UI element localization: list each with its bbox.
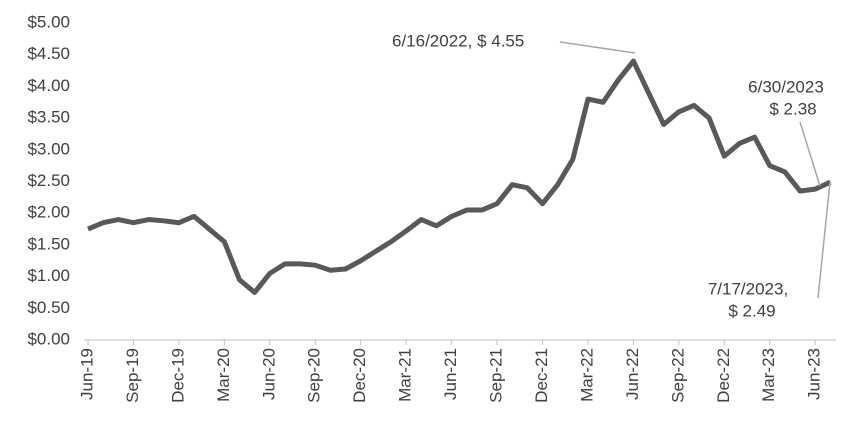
x-tick-label: Jun-23 (805, 348, 824, 400)
y-tick-label: $4.50 (27, 44, 70, 63)
line-series (87, 58, 832, 295)
annotation: $ 2.49 (728, 301, 775, 320)
x-tick-label: Mar-20 (214, 348, 233, 402)
x-tick-label: Jun-20 (259, 348, 278, 400)
x-tick-label: Jun-21 (441, 348, 460, 400)
x-tick-label: Sep-21 (487, 348, 506, 403)
y-tick-label: $1.50 (27, 234, 70, 253)
annotation-leader (559, 41, 636, 54)
annotation: 6/30/2023 (748, 77, 824, 96)
annotation: $ 2.38 (769, 99, 816, 118)
y-tick-label: $1.00 (27, 266, 70, 285)
x-tick-label: Mar-21 (396, 348, 415, 402)
x-tick-label: Dec-20 (350, 348, 369, 403)
x-tick-label: Mar-23 (759, 348, 778, 402)
x-tick-label: Dec-21 (532, 348, 551, 403)
x-tick-label: Sep-22 (668, 348, 687, 403)
x-tick-label: Jun-19 (77, 348, 96, 400)
y-tick-label: $3.00 (27, 139, 70, 158)
y-tick-label: $4.00 (27, 76, 70, 95)
annotation-leader (799, 121, 821, 187)
x-tick-label: Mar-22 (577, 348, 596, 402)
y-tick-label: $3.50 (27, 108, 70, 127)
y-tick-label: $2.00 (27, 203, 70, 222)
annotation: 7/17/2023, (708, 279, 788, 298)
y-tick-label: $0.50 (27, 298, 70, 317)
x-tick-label: Dec-19 (168, 348, 187, 403)
annotation: 6/16/2022, $ 4.55 (392, 31, 524, 50)
x-tick-label: Jun-22 (623, 348, 642, 400)
x-tick-label: Dec-22 (714, 348, 733, 403)
x-tick-label: Sep-19 (123, 348, 142, 403)
annotation-leader (817, 181, 831, 299)
x-tick-label: Sep-20 (305, 348, 324, 403)
y-tick-label: $0.00 (27, 329, 70, 348)
y-tick-label: $2.50 (27, 171, 70, 190)
y-tick-label: $5.00 (27, 12, 70, 31)
